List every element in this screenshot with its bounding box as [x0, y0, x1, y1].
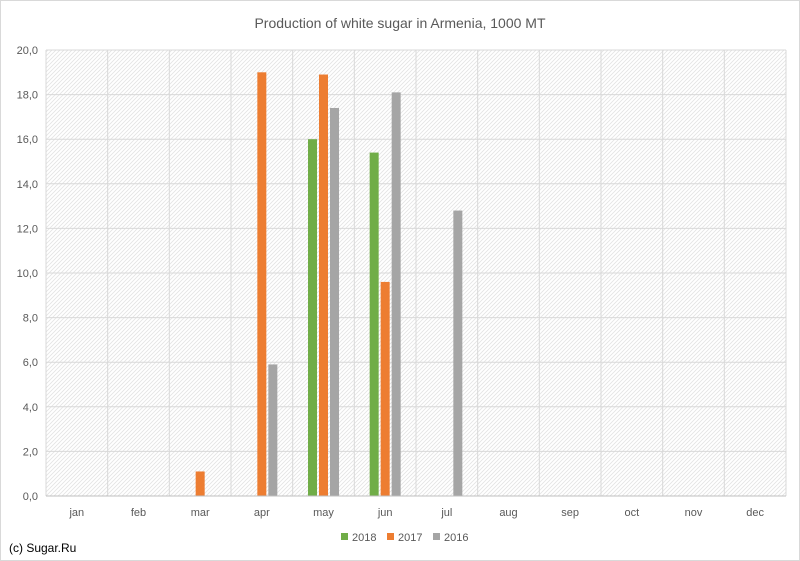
- axes: 0,0 2,0 4,0 6,0 8,0 10,0 12,0 14,0 16,0 18,0 20,0 j…: [17, 45, 786, 519]
- x-tick-label: jun: [377, 507, 393, 519]
- x-tick-label: jan: [68, 507, 84, 519]
- x-tick-label: sep: [561, 507, 579, 519]
- bar-2016-jun: [391, 92, 401, 497]
- bar-2017-apr: [257, 72, 267, 497]
- y-tick-label: 14,0: [17, 179, 38, 191]
- grid-lines: [45, 49, 787, 497]
- legend-swatch-2017: [387, 533, 394, 540]
- credit-text: (c) Sugar.Ru: [9, 541, 76, 555]
- y-tick-label: 6,0: [23, 357, 38, 369]
- y-tick-label: 2,0: [23, 446, 38, 458]
- bar-2017-jun: [380, 281, 390, 496]
- y-tick-label: 4,0: [23, 402, 38, 414]
- x-tick-label: apr: [254, 507, 270, 519]
- bar-2016-may: [330, 107, 339, 496]
- x-tick-label: feb: [131, 507, 146, 519]
- x-tick-label: oct: [624, 507, 639, 519]
- legend-label-2018: 2018: [352, 532, 376, 544]
- x-tick-label: jul: [440, 507, 452, 519]
- bar-2016-apr: [268, 364, 278, 496]
- y-tick-label: 8,0: [23, 313, 38, 325]
- bar-2017-mar: [195, 471, 205, 496]
- y-tick-label: 10,0: [17, 268, 38, 280]
- legend-swatch-2016: [433, 533, 440, 540]
- bar-2018-may: [308, 139, 317, 496]
- x-tick-label: nov: [685, 507, 703, 519]
- legend-label-2017: 2017: [398, 532, 422, 544]
- x-tick-label: aug: [499, 507, 517, 519]
- y-tick-label: 20,0: [17, 45, 38, 57]
- y-tick-label: 12,0: [17, 223, 38, 235]
- legend-swatch-2018: [341, 533, 348, 540]
- bar-2018-jun: [369, 152, 379, 496]
- y-tick-label: 0,0: [23, 491, 38, 503]
- y-tick-label: 18,0: [17, 90, 38, 102]
- bar-2017-may: [319, 74, 328, 496]
- x-tick-label: mar: [191, 507, 210, 519]
- x-tick-label: dec: [746, 507, 764, 519]
- x-tick-label: may: [313, 507, 334, 519]
- legend: 2018 2017 2016: [341, 532, 468, 544]
- y-tick-label: 16,0: [17, 134, 38, 146]
- chart-title: Production of white sugar in Armenia, 10…: [254, 15, 545, 31]
- legend-label-2016: 2016: [444, 532, 468, 544]
- bars: [195, 72, 463, 497]
- bar-2016-jul: [453, 210, 463, 496]
